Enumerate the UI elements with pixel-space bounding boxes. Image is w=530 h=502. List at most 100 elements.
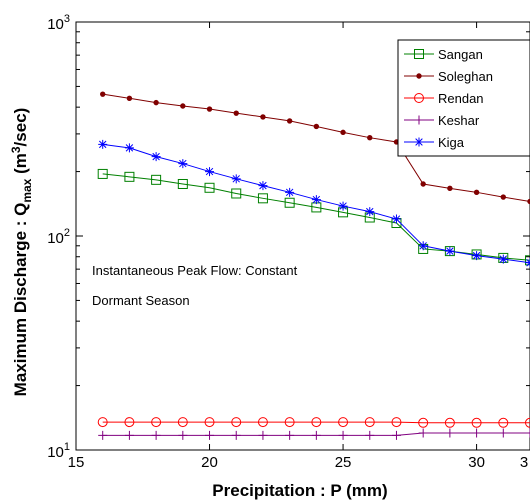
data-point-star (178, 159, 188, 169)
y-tick-exp: 2 (64, 227, 70, 239)
data-point-circle (471, 417, 482, 428)
y-tick-label: 101 (47, 441, 70, 461)
x-tick-label: 20 (201, 454, 218, 471)
data-point-star (205, 167, 215, 177)
x-axis-title: Precipitation : P (mm) (212, 481, 387, 500)
data-point-dot (100, 91, 106, 97)
data-point-plus (418, 428, 428, 438)
data-point-circle (151, 417, 162, 428)
series-layer (97, 91, 530, 440)
data-point-square (231, 188, 242, 199)
annotation-line-1: Instantaneous Peak Flow: Constant (92, 263, 298, 278)
data-point-dot (313, 123, 320, 130)
y-tick-base: 10 (47, 444, 64, 461)
x-tick-label: 30 (468, 454, 485, 471)
data-point-square (97, 168, 108, 179)
data-point-plus (285, 430, 295, 440)
data-point-square (204, 182, 215, 193)
y-axis-title-unit-sup: 3 (9, 146, 23, 153)
data-point-star (365, 207, 375, 217)
data-point-star (285, 187, 295, 197)
legend-label: Sangan (438, 47, 483, 62)
data-point-circle (204, 417, 215, 428)
data-point-dot (473, 189, 480, 196)
data-point-square (414, 49, 424, 59)
data-point-plus (231, 430, 241, 440)
data-point-plus (365, 430, 375, 440)
legend: Sangan Soleghan Rendan Keshar Kiga (397, 39, 530, 157)
data-point-circle (257, 417, 268, 428)
data-point-circle (338, 417, 349, 428)
data-point-star (338, 201, 348, 211)
data-point-star (472, 251, 482, 261)
data-point-star (98, 139, 108, 149)
data-point-circle (97, 417, 108, 428)
data-point-dot (286, 118, 293, 124)
data-point-plus (205, 430, 215, 440)
data-point-plus (311, 430, 321, 440)
series-kiga (98, 139, 530, 268)
data-point-plus (338, 430, 348, 440)
data-point-dot (340, 129, 346, 136)
data-point-plus (124, 430, 134, 440)
data-point-star (445, 246, 455, 256)
y-axis-title-unit-open: (m (11, 153, 30, 179)
annotation-line-2: Dormant Season (92, 293, 190, 308)
data-point-star (311, 195, 321, 205)
series-rendan (97, 417, 530, 428)
data-point-plus (391, 430, 401, 440)
data-point-circle (391, 417, 402, 428)
data-point-plus (178, 430, 188, 440)
data-point-plus (414, 115, 424, 125)
data-point-dot (260, 114, 266, 120)
legend-item-soleghan: Soleghan (404, 69, 493, 84)
x-tick-label: 3 (520, 454, 528, 471)
y-axis-title-unit-close: /sec) (11, 108, 30, 147)
data-point-circle (284, 417, 295, 428)
data-point-circle (418, 417, 429, 428)
data-point-dot (447, 185, 453, 192)
legend-item-rendan: Rendan (404, 91, 484, 106)
data-point-star (258, 181, 268, 191)
data-point-dot (420, 181, 426, 187)
legend-label: Keshar (438, 113, 480, 128)
data-point-plus (258, 430, 268, 440)
data-point-circle (177, 417, 188, 428)
legend-item-keshar: Keshar (404, 113, 480, 128)
annotations: Instantaneous Peak Flow: Constant Dormant… (92, 263, 298, 308)
data-point-circle (231, 417, 242, 428)
data-point-plus (525, 428, 530, 438)
data-point-dot (500, 194, 506, 200)
legend-item-sangan: Sangan (404, 47, 483, 62)
y-tick-exp: 1 (64, 441, 70, 453)
y-axis-title-main: Maximum Discharge : Q (11, 203, 30, 397)
data-point-dot (180, 103, 186, 109)
series-line-kiga (102, 143, 530, 264)
legend-label: Soleghan (438, 69, 493, 84)
data-point-star (124, 143, 134, 153)
legend-label: Kiga (438, 135, 465, 150)
data-point-circle (311, 417, 322, 428)
y-tick-label: 103 (47, 13, 70, 33)
data-point-star (231, 174, 241, 184)
data-point-star (414, 137, 424, 147)
data-point-square (177, 178, 188, 189)
data-point-circle (414, 93, 424, 103)
legend-label: Rendan (438, 91, 484, 106)
y-axis-title: Maximum Discharge : Qmax (m3/sec) (9, 108, 34, 397)
y-axis-title-sub: max (20, 178, 34, 202)
data-point-square (151, 174, 162, 185)
data-point-dot (416, 73, 422, 79)
data-point-dot (126, 95, 133, 102)
data-point-circle (444, 417, 455, 428)
y-tick-base: 10 (47, 230, 64, 247)
data-point-square (124, 171, 135, 182)
data-point-dot (206, 106, 213, 112)
data-point-plus (445, 428, 455, 438)
data-point-dot (153, 99, 159, 106)
legend-item-kiga: Kiga (404, 135, 465, 150)
data-point-plus (151, 430, 161, 440)
series-keshar (98, 428, 530, 440)
